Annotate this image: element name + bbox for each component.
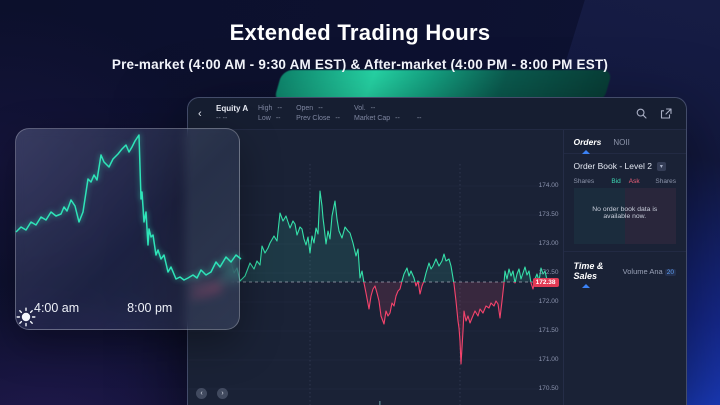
chart-prev-button[interactable]: ‹ xyxy=(196,388,207,399)
stat-column: Vol. -- Market Cap -- -- xyxy=(354,104,422,124)
price-line-green xyxy=(220,190,548,282)
area-fill-above xyxy=(192,191,547,282)
ask-column-background xyxy=(624,188,676,244)
stat-column: High -- Low -- xyxy=(258,104,282,124)
price-label: 171.50 xyxy=(538,327,559,334)
col-ask: Ask xyxy=(628,178,640,185)
price-label: 173.50 xyxy=(538,211,559,218)
chevron-down-icon[interactable]: ▾ xyxy=(656,161,666,171)
current-price-badge: 172.38 xyxy=(532,278,559,287)
chart-next-button[interactable]: › xyxy=(217,388,228,399)
price-label: 174.00 xyxy=(538,182,559,189)
stat-value: -- xyxy=(318,104,323,112)
order-book-title: Order Book - Level 2 xyxy=(573,161,652,171)
page-title: Extended Trading Hours xyxy=(229,20,491,45)
stat-label: Open xyxy=(296,104,314,112)
horizontal-gridlines xyxy=(189,185,555,390)
symbol-block[interactable]: Equity A -- -- xyxy=(216,104,252,123)
stat-extra-value: -- xyxy=(416,114,422,122)
card-preview-chart xyxy=(15,134,242,281)
app-topbar: ‹ Equity A -- -- High -- Low -- Open -- Prev C… xyxy=(188,98,686,130)
stat-value: -- xyxy=(370,104,376,112)
tab-orders[interactable]: Orders xyxy=(573,137,602,154)
order-book-body: No order book data is available now. xyxy=(573,188,676,244)
price-chart xyxy=(189,164,555,405)
bid-column-background xyxy=(573,188,625,244)
active-tab-indicator xyxy=(581,150,590,154)
tab-volume-analysis[interactable]: Volume Ana 20 xyxy=(623,267,676,276)
stat-label: Low xyxy=(258,114,271,122)
stat-label: Market Cap xyxy=(353,114,391,122)
area-fill-below xyxy=(192,282,547,364)
tab-time-and-sales[interactable]: Time & Sales xyxy=(573,261,617,288)
price-label: 173.00 xyxy=(538,240,559,247)
tab-volume-analysis-label: Volume Ana xyxy=(622,266,663,276)
stat-value: -- xyxy=(275,114,281,122)
share-icon[interactable] xyxy=(660,108,672,119)
price-label: 172.00 xyxy=(538,298,559,305)
card-preview-line xyxy=(15,134,242,281)
tab-noii[interactable]: NOII xyxy=(613,138,630,147)
col-bid: Bid xyxy=(611,178,621,185)
price-label: 172.50 xyxy=(538,269,559,276)
trading-app-window: ‹ Equity A -- -- High -- Low -- Open -- Prev C… xyxy=(187,97,687,405)
search-icon[interactable] xyxy=(636,108,647,119)
sidebar: Orders NOII Order Book - Level 2 ▾ Share… xyxy=(562,130,687,405)
vertical-gridlines xyxy=(309,164,461,405)
price-chart-panel[interactable]: 174.00 173.50 173.00 172.50 172.00 171.50 171.… xyxy=(188,130,563,405)
price-label: 171.00 xyxy=(538,356,559,363)
volume-bars xyxy=(379,401,381,405)
col-shares-left: Shares xyxy=(573,178,595,185)
symbol-name: Equity A xyxy=(216,104,249,113)
card-end-time: 8:00 pm xyxy=(127,301,173,315)
order-book-header: Shares Bid Ask Shares xyxy=(564,176,687,188)
headline-block: Extended Trading Hours Pre-market (4:00 … xyxy=(0,20,720,72)
volume-analysis-badge: 20 xyxy=(664,268,676,276)
price-line-red xyxy=(191,282,535,365)
col-shares-right: Shares xyxy=(655,178,676,185)
stat-value: -- xyxy=(395,114,400,122)
order-book-empty-message: No order book data is available now. xyxy=(592,206,658,220)
active-tab-indicator xyxy=(581,284,590,288)
stat-label: Prev Close xyxy=(296,114,331,122)
page-subtitle: Pre-market (4:00 AM - 9:30 AM EST) & Aft… xyxy=(111,57,609,72)
extended-hours-glass-card: 4:00 am 8:00 pm xyxy=(15,128,242,330)
tab-time-and-sales-label: Time & Sales xyxy=(573,261,604,281)
stat-value: -- xyxy=(277,104,283,112)
price-axis: 174.00 173.50 173.00 172.50 172.00 171.50 171.… xyxy=(519,130,559,405)
stat-label: Vol. xyxy=(353,104,366,112)
card-start-time: 4:00 am xyxy=(34,301,80,315)
stat-column: Open -- Prev Close -- xyxy=(296,104,340,124)
symbol-value: -- -- xyxy=(216,115,228,122)
stats-strip: High -- Low -- Open -- Prev Close -- Vol. -- Marke… xyxy=(258,104,422,124)
back-chevron-icon[interactable]: ‹ xyxy=(198,107,202,120)
stat-label: High xyxy=(258,104,273,112)
tab-orders-label: Orders xyxy=(573,137,602,147)
stat-value: -- xyxy=(335,114,340,122)
price-label: 170.50 xyxy=(538,385,559,392)
